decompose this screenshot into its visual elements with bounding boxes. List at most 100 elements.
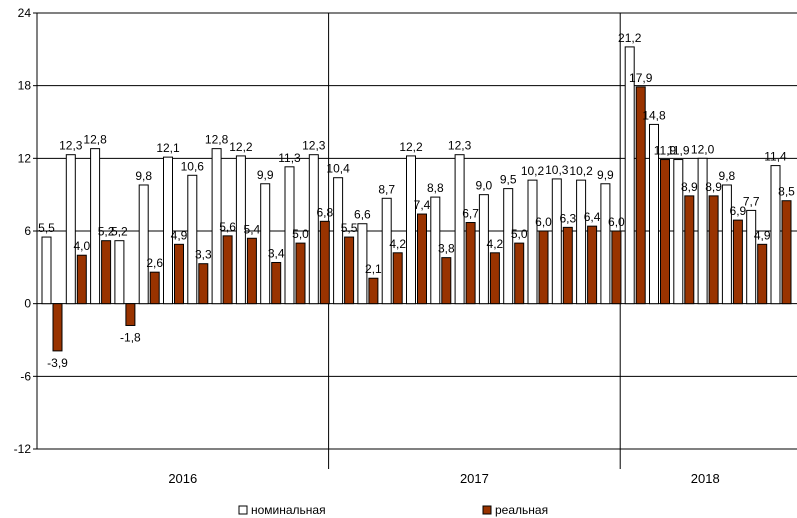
bar-real: [271, 261, 282, 305]
bar-nominal: [624, 46, 635, 305]
bar-real: [538, 230, 549, 305]
y-tick-label: -12: [14, 442, 32, 456]
data-label-nominal: 14,8: [642, 108, 666, 122]
year-label: 2017: [460, 471, 489, 486]
bar-nominal: [697, 157, 708, 305]
bar-real: [562, 226, 573, 305]
data-label-real: 6,9: [730, 204, 747, 218]
bar-nominal: [478, 194, 489, 305]
data-label-real: 5,0: [511, 227, 528, 241]
data-label-real: 6,0: [608, 215, 625, 229]
bar-nominal: [576, 179, 587, 305]
bar-nominal: [41, 236, 52, 305]
y-tick-label: -6: [20, 369, 31, 383]
bar-nominal: [114, 240, 125, 305]
bar-real: [660, 159, 670, 305]
data-label-real: 4,2: [487, 237, 504, 251]
data-label-real: 3,4: [268, 246, 285, 260]
bar-nominal: [357, 223, 368, 305]
data-label-nominal: 9,0: [476, 179, 493, 193]
data-label-nominal: 12,0: [691, 142, 715, 156]
bar-real: [514, 242, 525, 305]
data-label-real: 7,4: [414, 198, 431, 212]
data-label-real: 8,9: [705, 180, 722, 194]
bar-real: [489, 252, 500, 305]
bar-real: [635, 86, 646, 305]
data-label-real: 3,3: [195, 248, 212, 262]
bar-real: [465, 222, 476, 305]
legend-label-nominal: номинальная: [251, 503, 326, 517]
y-tick-label: 6: [24, 224, 31, 238]
bar-real: [319, 220, 330, 305]
bar-nominal: [260, 183, 271, 305]
data-label-nominal: 11,3: [278, 151, 301, 165]
bar-real: [684, 195, 695, 305]
data-label-nominal: 12,3: [59, 139, 83, 153]
data-label-nominal: 9,9: [597, 168, 614, 182]
bar-nominal: [406, 155, 416, 305]
bar-real: [101, 240, 112, 305]
data-label-real: 3,8: [438, 242, 455, 256]
legend-swatch-real: [482, 505, 492, 515]
data-label-nominal: 5,5: [38, 221, 55, 235]
data-label-real: 5,6: [219, 220, 236, 234]
bar-real: [76, 254, 87, 305]
data-label-real: 4,9: [754, 228, 771, 242]
bar-real: [198, 263, 209, 305]
bar-nominal: [235, 155, 246, 305]
bar-real: [392, 252, 403, 305]
data-label-nominal: 10,2: [521, 164, 545, 178]
data-label-real: 5,5: [341, 221, 358, 235]
bar-nominal: [770, 165, 781, 305]
data-label-nominal: 5,2: [111, 225, 128, 239]
data-label-nominal: 12,8: [205, 133, 229, 147]
data-label-real: 11,9: [654, 144, 677, 158]
bar-real: [441, 257, 452, 305]
data-label-real: 5,0: [292, 227, 309, 241]
bar-nominal: [746, 209, 757, 305]
bar-real: [222, 235, 233, 305]
data-label-nominal: 7,7: [743, 194, 760, 208]
data-label-real: 5,2: [98, 225, 115, 239]
data-label-real: 8,9: [681, 180, 698, 194]
data-label-real: 8,5: [778, 185, 795, 199]
y-tick-label: 18: [18, 79, 32, 93]
bar-real: [732, 219, 743, 305]
bar-nominal: [649, 123, 659, 305]
data-label-real: 6,8: [316, 205, 333, 219]
bar-real: [295, 242, 306, 305]
data-label-nominal: 6,6: [354, 208, 371, 222]
bar-nominal: [284, 166, 295, 305]
bar-nominal: [163, 156, 173, 305]
bar-nominal: [673, 159, 684, 305]
data-label-nominal: 8,8: [427, 181, 444, 195]
data-label-nominal: 10,4: [326, 162, 350, 176]
data-label-real: 6,7: [462, 207, 479, 221]
bar-real: [708, 195, 719, 305]
y-tick-label: 24: [18, 6, 32, 20]
legend: номинальная реальная: [238, 503, 548, 517]
bar-nominal: [333, 177, 344, 305]
bar-nominal: [503, 188, 514, 305]
data-label-nominal: 10,2: [569, 164, 593, 178]
data-label-nominal: 8,7: [378, 182, 395, 196]
data-label-nominal: 11,4: [764, 150, 787, 164]
data-label-nominal: 12,1: [156, 141, 180, 155]
y-tick-label: 12: [18, 151, 32, 165]
bar-real: [344, 236, 355, 305]
data-label-nominal: 12,3: [448, 139, 472, 153]
bar-nominal: [138, 184, 149, 305]
bar-nominal: [551, 178, 562, 305]
bars: [41, 46, 792, 352]
data-label-real: 2,1: [365, 262, 382, 276]
bar-nominal: [308, 154, 319, 305]
data-label-nominal: 9,9: [257, 168, 274, 182]
bar-real: [149, 271, 160, 305]
data-label-nominal: 9,5: [500, 173, 517, 187]
legend-label-real: реальная: [495, 503, 548, 517]
bar-real: [174, 243, 184, 305]
legend-swatch-nominal: [238, 505, 248, 515]
bar-nominal: [211, 148, 222, 305]
bar-real: [781, 200, 792, 305]
